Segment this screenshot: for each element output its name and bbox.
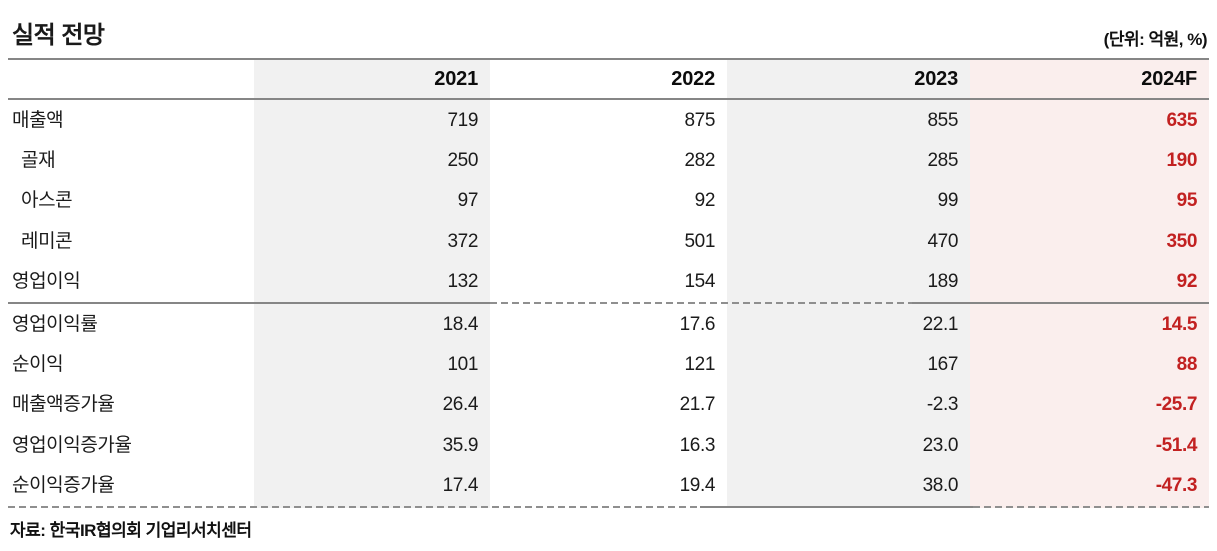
cell-2023: 38.0 [922, 475, 959, 497]
row-label: 매출액증가율 [12, 394, 115, 416]
cell-2023: 23.0 [922, 434, 959, 456]
cell-2022: 282 [684, 150, 715, 172]
row-label: 레미콘 [21, 230, 73, 252]
cell-2022: 21.7 [679, 394, 716, 416]
cell-2021: 250 [447, 150, 478, 172]
cell-2021: 132 [447, 271, 478, 293]
cell-2022: 501 [684, 230, 715, 252]
table-row: 순이익 101 121 167 88 [8, 344, 1209, 384]
row-label: 영업이익 [12, 271, 81, 293]
table-row: 순이익증가율 17.4 19.4 38.0 -47.3 [8, 466, 1209, 506]
column-header-2022: 2022 [671, 68, 715, 90]
cell-2021: 101 [447, 354, 478, 376]
column-header-2021: 2021 [434, 68, 478, 90]
cell-2024f: 350 [1166, 230, 1197, 252]
cell-2022: 17.6 [679, 313, 716, 335]
cell-2021: 372 [447, 230, 478, 252]
cell-2023: 189 [927, 271, 958, 293]
cell-2021: 97 [457, 190, 479, 212]
cell-2024f: 14.5 [1161, 313, 1198, 335]
cell-2023: 167 [927, 354, 958, 376]
cell-2022: 121 [684, 354, 715, 376]
row-label: 영업이익률 [12, 313, 98, 335]
section-divider [8, 301, 1209, 304]
table-row: 레미콘 372 501 470 350 [8, 221, 1209, 261]
cell-2024f: 190 [1166, 150, 1197, 172]
table-row: 영업이익률 18.4 17.6 22.1 14.5 [8, 304, 1209, 344]
source-note: 자료: 한국IR협의회 기업리서치센터 [10, 520, 252, 540]
row-label: 골재 [21, 150, 56, 172]
cell-2023: 285 [927, 150, 958, 172]
table-row: 골재 250 282 285 190 [8, 140, 1209, 180]
cell-2021: 17.4 [442, 475, 479, 497]
cell-2024f: 635 [1166, 109, 1197, 131]
table-row: 영업이익증가율 35.9 16.3 23.0 -51.4 [8, 425, 1209, 465]
row-label: 영업이익증가율 [12, 434, 132, 456]
table-row: 매출액 719 875 855 635 [8, 100, 1209, 140]
table-row: 매출액증가율 26.4 21.7 -2.3 -25.7 [8, 385, 1209, 425]
cell-2022: 92 [694, 190, 716, 212]
table-header-bar: 실적 전망 (단위: 억원, %) [8, 0, 1209, 58]
cell-2024f: 92 [1176, 271, 1198, 293]
table-header-row: 2021 2022 2023 2024F [8, 60, 1209, 100]
page-title: 실적 전망 [12, 22, 105, 49]
row-label: 순이익 [12, 354, 64, 376]
cell-2022: 154 [684, 271, 715, 293]
column-header-2024f: 2024F [1141, 68, 1197, 90]
cell-2023: -2.3 [926, 394, 959, 416]
cell-2023: 855 [927, 109, 958, 131]
cell-2024f: -25.7 [1155, 394, 1198, 416]
table-row: 영업이익 132 154 189 92 [8, 262, 1209, 302]
cell-2024f: -47.3 [1155, 475, 1198, 497]
unit-label: (단위: 억원, %) [1103, 30, 1208, 49]
cell-2023: 470 [927, 230, 958, 252]
cell-2024f: -51.4 [1155, 434, 1198, 456]
row-label: 순이익증가율 [12, 475, 115, 497]
table-bottom-border [8, 505, 1209, 508]
cell-2022: 875 [684, 109, 715, 131]
cell-2023: 22.1 [922, 313, 959, 335]
cell-2023: 99 [937, 190, 959, 212]
cell-2021: 26.4 [442, 394, 479, 416]
cell-2021: 719 [447, 109, 478, 131]
row-label: 매출액 [12, 109, 64, 131]
table-row: 아스콘 97 92 99 95 [8, 181, 1209, 221]
cell-2024f: 95 [1176, 190, 1198, 212]
cell-2022: 19.4 [679, 475, 716, 497]
cell-2021: 35.9 [442, 434, 479, 456]
forecast-table: 2021 2022 2023 2024F 매출액 719 875 855 635… [8, 58, 1209, 508]
cell-2021: 18.4 [442, 313, 479, 335]
column-header-2023: 2023 [914, 68, 958, 90]
cell-2024f: 88 [1176, 354, 1198, 376]
cell-2022: 16.3 [679, 434, 716, 456]
row-label: 아스콘 [21, 190, 73, 212]
